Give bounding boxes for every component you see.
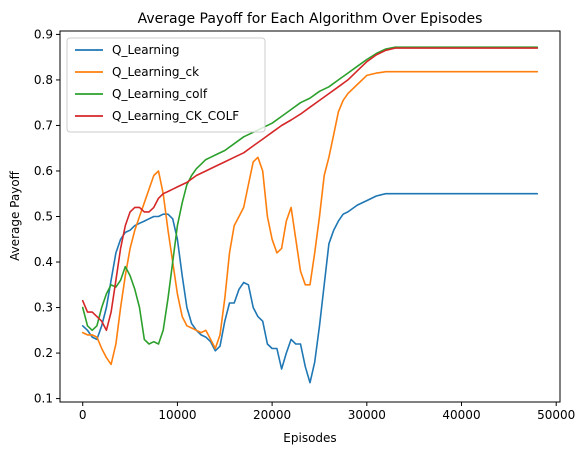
- series-line-1: [81, 192, 539, 384]
- series-line-3: [81, 46, 539, 345]
- y-tick-label: 0.7: [34, 118, 53, 132]
- legend-label-3: Q_Learning_colf: [112, 87, 208, 101]
- y-axis-title: Average Payoff: [8, 170, 22, 261]
- y-tick-label: 0.6: [34, 164, 53, 178]
- x-tick-label: 10000: [158, 408, 196, 422]
- y-tick-label: 0.9: [34, 27, 53, 41]
- legend-label-4: Q_Learning_CK_COLF: [112, 109, 239, 123]
- y-axis: 0.1 0.2 0.3 0.4 0.5 0.6 0.7 0.8 0.9: [34, 27, 60, 406]
- series-line-4: [81, 47, 539, 332]
- x-tick-label: 20000: [253, 408, 291, 422]
- y-tick-label: 0.2: [34, 346, 53, 360]
- series-line-2: [81, 70, 539, 366]
- legend-box: [66, 37, 266, 133]
- x-tick-label: 50000: [537, 408, 575, 422]
- chart-title: Average Payoff for Each Algorithm Over E…: [138, 11, 483, 27]
- legend: Q_Learning Q_Learning_ck Q_Learning_colf Q_…: [66, 37, 266, 133]
- y-tick-label: 0.4: [34, 255, 53, 269]
- legend-label-1: Q_Learning: [112, 43, 180, 57]
- x-tick-label: 30000: [348, 408, 386, 422]
- x-axis-title: Episodes: [283, 431, 336, 445]
- series-lines: [81, 46, 539, 384]
- x-tick-label: 40000: [442, 408, 480, 422]
- y-tick-label: 0.3: [34, 301, 53, 315]
- x-tick-label: 0: [79, 408, 87, 422]
- x-axis: 0 10000 20000 30000 40000 50000: [79, 402, 575, 422]
- y-tick-label: 0.1: [34, 392, 53, 406]
- legend-label-2: Q_Learning_ck: [112, 65, 199, 79]
- y-tick-label: 0.8: [34, 73, 53, 87]
- y-tick-label: 0.5: [34, 210, 53, 224]
